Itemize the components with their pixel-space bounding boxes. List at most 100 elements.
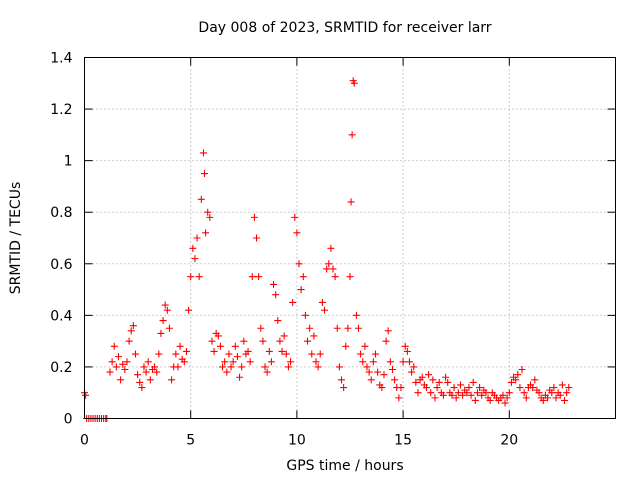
data-point [563,389,571,397]
data-point [265,347,273,355]
data-point [240,337,248,345]
data-point [374,368,382,376]
data-point [208,337,216,345]
data-point [189,244,197,252]
y-tick-label: 1 [64,154,73,170]
data-point [473,389,481,397]
data-point [403,347,411,355]
data-point [384,327,392,335]
data-point [340,384,348,392]
data-point [476,384,484,392]
data-point [463,389,471,397]
y-tick-label: 0.6 [50,257,72,273]
data-point [367,376,375,384]
chart-title: Day 008 of 2023, SRMTID for receiver lar… [198,20,491,36]
data-point [310,332,318,340]
data-point [153,368,161,376]
data-point [231,342,239,350]
data-point [454,389,462,397]
data-point [168,376,176,384]
data-point [223,368,231,376]
data-point [427,389,435,397]
data-point [165,324,173,332]
data-point [520,389,528,397]
data-point [82,391,90,399]
data-point [478,391,486,399]
data-point [471,396,479,404]
data-point [142,368,150,376]
data-point [348,131,356,139]
data-point [556,391,564,399]
data-point [444,378,452,386]
data-point [221,358,229,366]
data-point [308,350,316,358]
data-point [274,317,282,325]
data-point [174,363,182,371]
data-point [276,337,284,345]
data-point [323,265,331,273]
data-point [121,366,129,374]
data-point [291,213,299,221]
data-point [465,384,473,392]
data-point [539,396,547,404]
data-point [257,324,265,332]
data-point [244,347,252,355]
data-point [236,373,244,381]
data-point [410,363,418,371]
data-point [312,358,320,366]
data-point [206,213,214,221]
data-point [280,332,288,340]
data-point [512,376,520,384]
data-point [157,329,165,337]
data-point [182,347,190,355]
data-point [227,363,235,371]
data-point [501,399,509,407]
data-point [270,280,278,288]
data-point [439,391,447,399]
data-point [482,389,490,397]
data-point [422,384,430,392]
data-point [261,363,269,371]
data-point [321,306,329,314]
data-point [201,170,209,178]
x-axis-label: GPS time / hours [286,458,403,474]
data-point [216,342,224,350]
data-point [350,79,358,87]
data-point [429,376,437,384]
data-point [316,350,324,358]
y-tick-label: 0.4 [50,308,72,324]
data-point [238,363,246,371]
data-point [108,358,116,366]
data-point [140,363,148,371]
data-point [347,198,355,206]
data-point [435,378,443,386]
axes: 0 0.2 0.4 0.6 0.8 1 1.2 1.4 0 5 10 15 20 [50,51,616,449]
data-point [250,213,258,221]
data-point [134,371,142,379]
data-point [412,378,420,386]
data-point [550,384,558,392]
data-point [378,384,386,392]
data-point [117,376,125,384]
data-point [354,324,362,332]
data-point [172,350,180,358]
data-point [210,347,218,355]
data-point [529,384,537,392]
data-point [365,368,373,376]
data-point [503,394,511,402]
data-point [138,384,146,392]
data-point [202,229,210,237]
plot-frame [84,57,616,419]
data-point [253,234,261,242]
data-point [185,306,193,314]
data-point [359,358,367,366]
data-point [514,371,522,379]
data-point [361,342,369,350]
x-tick-label: 10 [288,433,306,449]
x-tick-label: 15 [394,433,412,449]
data-point [418,373,426,381]
data-point [331,273,339,281]
data-point [535,389,543,397]
data-point [255,273,263,281]
data-point [267,358,275,366]
